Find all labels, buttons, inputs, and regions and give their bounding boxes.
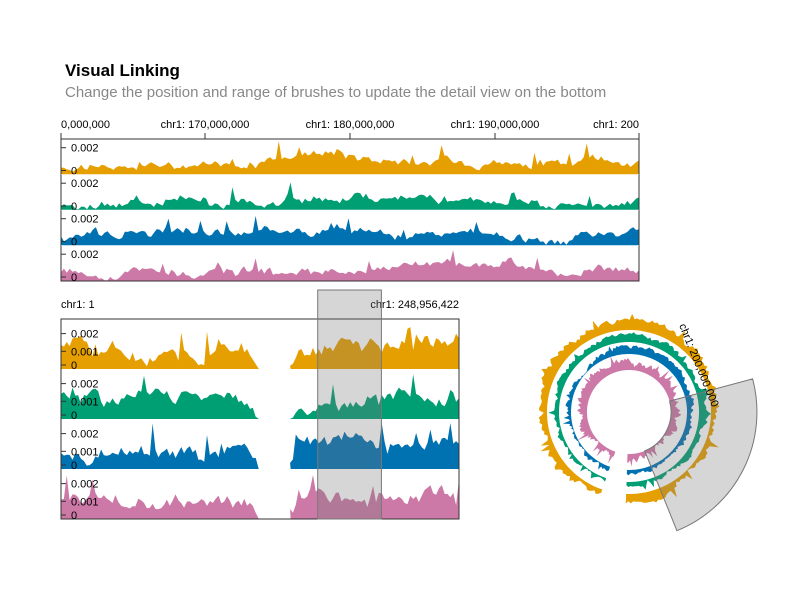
- top-track-area-3: [61, 215, 639, 246]
- top-track-area-2: [61, 182, 639, 210]
- top-y-tick-label: 0: [71, 237, 77, 249]
- top-y-tick-label: 0: [71, 272, 77, 284]
- page-subtitle: Change the position and range of brushes…: [65, 84, 607, 101]
- bottom-track-area-4: [61, 475, 259, 519]
- top-track-area-4: [61, 250, 639, 281]
- bottom-track-area-2: [61, 375, 259, 419]
- top-y-tick-label: 0: [71, 201, 77, 213]
- bottom-y-tick-label: 0.002: [71, 479, 99, 491]
- bottom-y-tick-label: 0.002: [71, 329, 99, 341]
- top-x-tick-label: chr1: 190,000,000: [451, 119, 540, 131]
- top-y-tick-label: 0.002: [71, 143, 99, 155]
- bottom-x-tick-end: chr1: 248,956,422: [370, 299, 459, 311]
- top-x-tick-label: chr1: 180,000,000: [306, 119, 395, 131]
- bottom-y-tick-label: 0: [71, 360, 77, 372]
- bottom-y-tick-label: 0: [71, 410, 77, 422]
- top-detail-view: 0,000,000 chr1: 170,000,000 chr1: 180,000,…: [60, 119, 640, 284]
- top-y-tick-label: 0.002: [71, 214, 99, 226]
- top-track-area-1: [61, 141, 639, 175]
- bottom-y-tick-label: 0: [71, 460, 77, 472]
- circular-brush[interactable]: [644, 378, 758, 532]
- top-x-tick-label: chr1: 170,000,000: [161, 119, 250, 131]
- bottom-x-tick-start: chr1: 1: [61, 299, 95, 311]
- bottom-track-area-1: [61, 331, 259, 369]
- top-x-tick-label: 0,000,000: [61, 119, 110, 131]
- linear-brush[interactable]: [317, 289, 382, 520]
- bottom-y-tick-label: 0.002: [71, 429, 99, 441]
- top-y-tick-label: 0: [71, 166, 77, 178]
- bottom-y-tick-label: 0.001: [71, 346, 99, 358]
- bottom-view-frame: [60, 318, 460, 520]
- bottom-overview-view: chr1: 1 chr1: 248,956,422 0.002 0.001 0 0.0…: [60, 289, 460, 522]
- top-x-tick-label: chr1: 200: [593, 119, 639, 131]
- bottom-track-area-3: [290, 423, 459, 469]
- circular-view: chr1: 200,000,000: [538, 313, 758, 532]
- bottom-y-tick-label: 0.001: [71, 396, 99, 408]
- bottom-y-tick-label: 0.001: [71, 496, 99, 508]
- bottom-track-area-4: [290, 474, 459, 519]
- bottom-y-tick-label: 0.002: [71, 379, 99, 391]
- bottom-track-area-3: [61, 423, 259, 469]
- bottom-y-tick-label: 0.001: [71, 446, 99, 458]
- top-y-tick-label: 0.002: [71, 178, 99, 190]
- bottom-track-area-2: [290, 374, 459, 419]
- top-y-tick-label: 0.002: [71, 249, 99, 261]
- page-title: Visual Linking: [65, 61, 180, 80]
- bottom-track-area-1: [290, 327, 459, 369]
- bottom-y-tick-label: 0: [71, 510, 77, 522]
